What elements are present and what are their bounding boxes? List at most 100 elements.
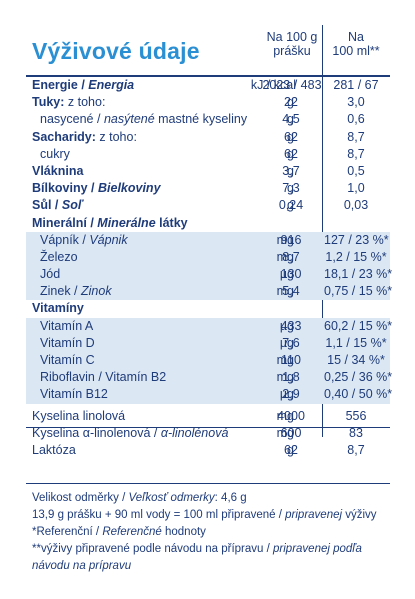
table-row-saturated-fat: nasycené / nasýtené mastné kyseliny g 4,… — [26, 111, 390, 128]
row-unit: g — [287, 112, 294, 127]
column-header-per-100ml-line2: 100 ml** — [332, 44, 380, 58]
row-value-per-100ml: 127 / 23 %* — [324, 232, 389, 247]
row-value-per-100g: 7,3 — [282, 181, 300, 196]
table-row-vitamin-a: Vitamín A µg 433 60,2 / 15 %* — [26, 317, 392, 335]
row-unit: µg — [279, 387, 294, 402]
row-label: Riboflavin / Vitamín B2 — [40, 370, 167, 385]
row-label: nasycené / nasýtené mastné kyseliny — [40, 112, 248, 127]
row-label: Železo — [40, 249, 78, 264]
preparation-note: 13,9 g prášku + 90 ml vody = 100 ml přip… — [32, 509, 377, 521]
prepared-formula-note: **výživy připravené podle návodu na příp… — [32, 543, 362, 555]
row-label: Vápník / Vápnik — [40, 232, 128, 247]
row-value-per-100g: 600 — [280, 425, 302, 440]
column-header-per-100ml-line1: Na — [348, 30, 364, 44]
row-value-per-100ml: 0,03 — [343, 198, 369, 213]
row-value-per-100ml: 0,40 / 50 %* — [324, 387, 393, 402]
row-value-per-100g: 2,9 — [282, 387, 300, 402]
footnotes: Velikost odměrky / Veľkosť odmerky: 4,6 … — [32, 490, 388, 575]
row-value-per-100g: 4000 — [277, 408, 305, 423]
row-value-per-100ml: 8,7 — [347, 146, 365, 161]
row-value-per-100g: 4,5 — [282, 112, 300, 127]
table-row-linoleic-acid: Kyselina linolová mg 4000 556 — [26, 408, 390, 425]
section-heading-minerals: Minerální / Minerálne látky — [26, 215, 390, 232]
row-value-per-100g: 2023 / 483 — [262, 78, 322, 92]
table-row-fat: Tuky: z toho: g 22 3,0 — [26, 94, 390, 111]
reference-values-note: *Referenční / Referenčné hodnoty — [32, 526, 206, 538]
column-header-per-100g-line2: prášku — [273, 44, 311, 58]
row-label: Vláknina — [32, 163, 84, 178]
table-row-protein: Bílkoviny / Bielkoviny g 7,3 1,0 — [26, 180, 390, 197]
row-unit: µg — [279, 335, 294, 350]
row-value-per-100g: 62 — [284, 442, 298, 457]
column-header-per-100g-line1: Na 100 g — [266, 30, 318, 44]
row-value-per-100ml: 1,0 — [347, 181, 365, 196]
row-unit: mg — [276, 353, 294, 367]
row-value-per-100g: 22 — [284, 95, 298, 110]
row-value-per-100g: 7,6 — [282, 335, 300, 350]
table-row-zinc: Zinek / Zinok mg 5,4 0,75 / 15 %* — [26, 283, 392, 301]
row-value-per-100g: 433 — [280, 318, 302, 333]
table-row-iodine: Jód µg 130 18,1 / 23 %* — [26, 266, 393, 284]
row-value-per-100g: 8,7 — [282, 249, 300, 264]
row-value-per-100ml: 15 / 34 %* — [327, 353, 385, 367]
row-value-per-100ml: 0,25 / 36 %* — [324, 370, 393, 385]
divider-fatty-acids — [26, 427, 390, 428]
row-value-per-100ml: 3,0 — [347, 95, 365, 110]
row-unit: kJ / kcal — [250, 78, 296, 92]
row-value-per-100ml: 8,7 — [347, 442, 365, 457]
row-value-per-100g: 62 — [284, 146, 298, 161]
row-value-per-100g: 916 — [280, 232, 302, 247]
row-value-per-100ml: 1,2 / 15 %* — [325, 249, 387, 264]
row-value-per-100ml: 18,1 / 23 %* — [324, 267, 393, 282]
row-label: cukry — [40, 146, 70, 161]
row-unit: mg — [276, 232, 294, 247]
row-unit: mg — [276, 370, 294, 385]
row-label: Tuky: z toho: — [32, 95, 106, 110]
row-unit: µg — [279, 318, 294, 333]
table-row-energy: Energie / Energia kJ / kcal 2023 / 483 2… — [26, 77, 390, 94]
row-value-per-100ml: 281 / 67 — [333, 78, 379, 92]
row-label: Jód — [40, 267, 61, 282]
table-row-vitamin-c: Vitamín C mg 110 15 / 34 %* — [26, 352, 390, 370]
section-heading-vitamins: Vitamíny — [26, 300, 390, 317]
table-row-salt: Sůl / Soľ g 0,24 0,03 — [26, 197, 390, 214]
row-unit: mg — [276, 408, 294, 423]
row-unit: g — [287, 181, 294, 196]
page-title: Výživové údaje — [32, 38, 200, 64]
table-header: Výživové údaje Na 100 g prášku Na 100 ml… — [26, 25, 390, 77]
table-row-lactose: Laktóza g 62 8,7 — [26, 442, 390, 459]
row-label: Bílkoviny / Bielkoviny — [32, 181, 161, 196]
row-value-per-100ml: 556 — [345, 408, 367, 423]
table-row-vitamin-b12: Vitamín B12 µg 2,9 0,40 / 50 %* — [26, 386, 393, 404]
row-unit: mg — [276, 249, 294, 264]
row-value-per-100ml: 83 — [349, 425, 363, 440]
row-value-per-100g: 0,24 — [278, 198, 304, 213]
row-value-per-100g: 130 — [280, 267, 302, 282]
row-value-per-100g: 3,7 — [282, 163, 300, 178]
row-unit: g — [287, 129, 294, 144]
row-unit: mg — [276, 284, 294, 299]
table-row-fibre: Vláknina g 3,7 0,5 — [26, 163, 390, 180]
row-value-per-100g: 5,4 — [282, 284, 300, 299]
header-column-divider — [322, 25, 323, 77]
nutrition-table: Energie / Energia kJ / kcal 2023 / 483 2… — [26, 77, 393, 459]
row-value-per-100g: 1,8 — [282, 370, 300, 385]
row-value-per-100ml: 0,5 — [347, 163, 365, 178]
column-header-per-100g: Na 100 g prášku — [262, 30, 322, 58]
row-unit: µg — [279, 267, 294, 282]
table-row-alpha-linolenic-acid: Kyselina α-linolenová / α-linolénová mg … — [26, 425, 390, 442]
serving-size-note: Velikost odměrky / Veľkosť odmerky: 4,6 … — [32, 492, 247, 504]
row-label: Vitamín C — [40, 353, 95, 367]
row-unit: g — [287, 442, 294, 457]
row-value-per-100ml: 0,6 — [347, 112, 365, 127]
table-row-riboflavin: Riboflavin / Vitamín B2 mg 1,8 0,25 / 36… — [26, 369, 393, 387]
table-row-iron: Železo mg 8,7 1,2 / 15 %* — [26, 248, 390, 267]
nutrition-facts-panel: Výživové údaje Na 100 g prášku Na 100 ml… — [26, 25, 393, 577]
table-row-carbohydrates: Sacharidy: z toho: g 62 8,7 — [26, 129, 390, 146]
row-value-per-100g: 110 — [281, 353, 301, 367]
column-header-per-100ml: Na 100 ml** — [324, 30, 388, 58]
row-label: Sacharidy: z toho: — [32, 129, 137, 144]
row-unit: g — [287, 198, 294, 213]
row-unit: g — [287, 95, 294, 110]
row-unit: mg — [276, 425, 294, 440]
